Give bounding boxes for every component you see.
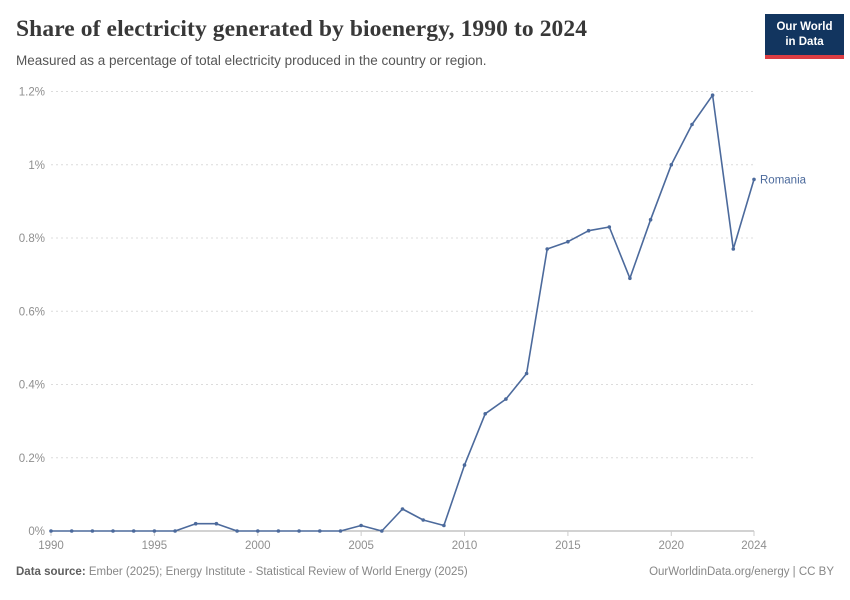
data-point-2012[interactable] [504,397,508,401]
y-tick-label: 1% [28,160,45,172]
data-point-2024[interactable] [752,177,756,182]
y-tick-label: 0.4% [19,380,45,392]
data-point-1996[interactable] [173,529,177,533]
x-tick-label: 2000 [245,540,271,552]
data-point-2007[interactable] [400,507,405,511]
x-tick-label: 1990 [38,540,64,552]
owid-logo-line1: Our World [776,21,833,33]
data-point-1995[interactable] [152,529,157,533]
data-point-2009[interactable] [442,523,446,528]
data-point-2016[interactable] [586,228,591,233]
y-tick-label: 1.2% [19,87,45,99]
data-point-2010[interactable] [462,463,467,467]
attribution-link[interactable]: OurWorldinData.org/energy | CC BY [649,566,834,578]
data-point-2004[interactable] [338,529,343,533]
data-source-text: Ember (2025); Energy Institute - Statist… [85,566,468,578]
data-point-2018[interactable] [628,276,632,281]
owid-logo[interactable]: Our World in Data [765,14,844,59]
x-tick-label: 2005 [348,540,374,552]
owid-logo-accent-bar [765,54,844,59]
data-point-2001[interactable] [276,529,281,533]
data-point-2005[interactable] [359,523,363,528]
data-point-1998[interactable] [214,521,219,526]
data-point-1999[interactable] [235,529,239,533]
data-point-1997[interactable] [193,521,198,526]
data-point-2014[interactable] [545,247,549,251]
data-point-2017[interactable] [607,225,612,229]
data-point-2011[interactable] [483,412,488,416]
x-tick-label: 2024 [741,540,767,552]
owid-logo-text: Our World in Data [765,14,844,55]
data-point-1994[interactable] [131,529,136,533]
data-point-2022[interactable] [710,93,715,97]
data-point-1993[interactable] [111,529,115,533]
data-point-2000[interactable] [255,529,260,533]
x-tick-label: 2015 [555,540,581,552]
y-tick-label: 0% [28,526,45,538]
x-tick-label: 1995 [142,540,168,552]
y-tick-label: 0.8% [19,233,45,245]
data-point-2021[interactable] [690,122,694,127]
data-point-2008[interactable] [421,518,426,522]
page-title: Share of electricity generated by bioene… [16,16,588,42]
data-point-2015[interactable] [566,239,570,244]
data-point-2023[interactable] [731,247,736,251]
data-point-2013[interactable] [524,371,529,376]
y-tick-label: 0.2% [19,453,45,465]
data-point-2019[interactable] [648,217,653,222]
x-tick-label: 2010 [452,540,478,552]
data-source-label: Data source: [16,566,86,578]
data-point-2002[interactable] [297,529,301,533]
data-point-1992[interactable] [90,529,95,533]
data-point-2006[interactable] [380,529,384,533]
series-end-label[interactable]: Romania [760,174,807,186]
chart-footer: Data source: Ember (2025); Energy Instit… [16,566,834,578]
x-tick-label: 2020 [658,540,684,552]
y-tick-label: 0.6% [19,306,45,318]
chart-subtitle: Measured as a percentage of total electr… [16,53,487,68]
owid-logo-line2: in Data [785,35,824,48]
data-source-note: Data source: Ember (2025); Energy Instit… [16,566,468,578]
data-point-2020[interactable] [669,163,674,167]
data-point-1991[interactable] [69,529,74,533]
data-point-1990[interactable] [49,529,53,533]
data-point-2003[interactable] [318,529,322,533]
romania-data-line[interactable] [50,94,755,532]
